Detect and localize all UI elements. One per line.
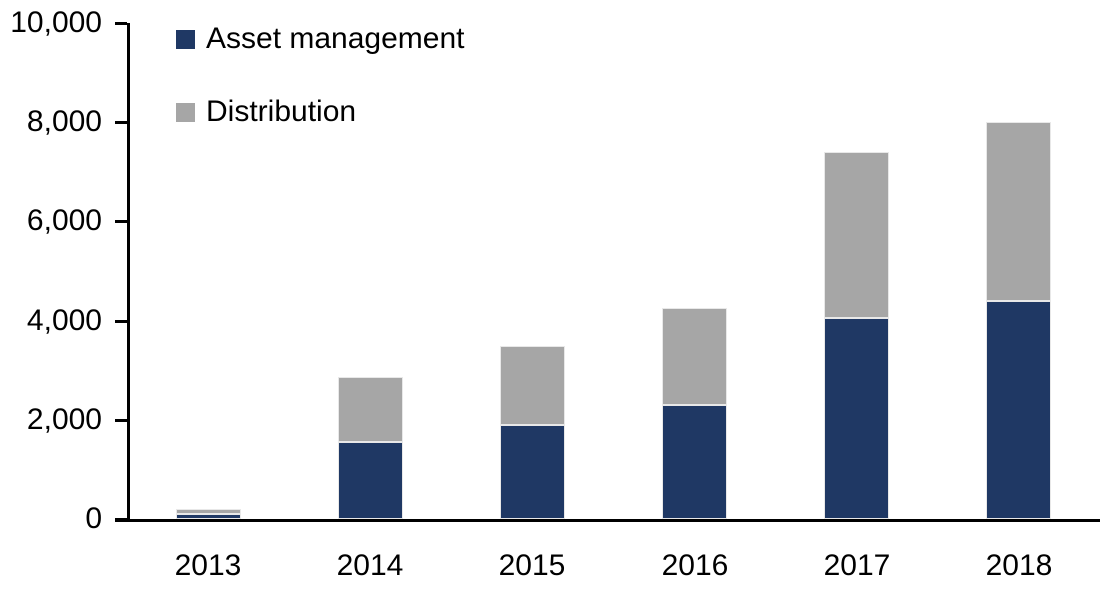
y-axis-tick-label: 4,000 [26,304,102,337]
bar-segment-2013-distribution [176,509,241,514]
legend-item-asset-management: Asset management [176,24,464,54]
legend-label-asset-management: Asset management [206,22,465,55]
chart-legend: Asset management Distribution [176,24,464,127]
y-axis-tick-label: 10,000 [10,6,102,39]
y-axis-tick [115,22,127,25]
bar-segment-2018-asset-management [986,301,1051,519]
bar-segment-2017-asset-management [824,318,889,519]
x-axis-category-label: 2017 [823,549,891,582]
bar-segment-2017-distribution [824,152,889,318]
distribution-swatch-icon [176,102,195,122]
bar-segment-2016-asset-management [662,405,727,519]
y-axis-tick [115,320,127,323]
bar-segment-2014-asset-management [338,442,403,519]
bar-segment-2015-asset-management [500,425,565,519]
x-axis-line [115,519,1100,522]
bar-segment-2018-distribution [986,122,1051,301]
legend-label-distribution: Distribution [206,95,357,128]
legend-item-distribution: Distribution [176,97,464,127]
y-axis-tick [115,121,127,124]
y-axis-tick-label: 8,000 [26,105,102,138]
y-axis-tick-label: 0 [85,502,102,535]
x-axis-category-label: 2014 [336,549,404,582]
asset-management-swatch-icon [176,29,195,49]
x-axis-category-label: 2015 [498,549,566,582]
bar-segment-2016-distribution [662,308,727,405]
y-axis-tick [115,220,127,223]
x-axis-category-label: 2013 [174,549,242,582]
y-axis-line [127,23,130,522]
bar-segment-2013-asset-management [176,514,241,519]
y-axis-tick [115,419,127,422]
bar-segment-2014-distribution [338,377,403,442]
y-axis-tick-label: 6,000 [26,204,102,237]
x-axis-category-label: 2018 [985,549,1053,582]
x-axis-category-label: 2016 [661,549,729,582]
y-axis-tick-label: 2,000 [26,403,102,436]
bar-segment-2015-distribution [500,346,565,425]
